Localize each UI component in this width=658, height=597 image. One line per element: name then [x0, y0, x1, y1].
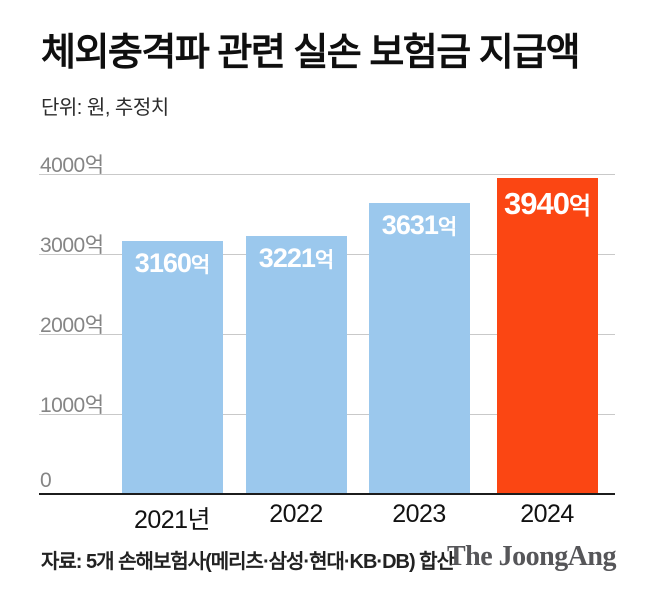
bar-value-label: 3631억 — [381, 210, 457, 241]
y-tick-label: 2000억 — [40, 313, 104, 337]
y-tick-label: 0 — [40, 468, 52, 492]
joongang-logo: The JoongAng — [446, 541, 617, 572]
bar-value-label: 3221억 — [258, 242, 334, 273]
x-axis-label: 2022 — [269, 499, 323, 528]
x-axis-label: 2023 — [392, 499, 446, 528]
unit-note: 단위: 원, 추정치 — [41, 97, 169, 119]
x-axis-label: 2024 — [520, 499, 574, 528]
y-tick-label: 4000억 — [40, 153, 104, 177]
gridline — [39, 173, 615, 175]
x-axis-line — [39, 492, 615, 495]
y-tick-label: 3000억 — [40, 233, 104, 257]
y-tick-label: 1000억 — [40, 393, 104, 417]
chart-title: 체외충격파 관련 실손 보험금 지급액 — [41, 32, 581, 74]
x-axis-label: 2021년 — [133, 505, 211, 534]
bar-value-label: 3940억 — [503, 186, 591, 222]
bar-2021년: 3160억 — [121, 240, 223, 494]
bar-value-label: 3160억 — [134, 247, 210, 278]
bar-2022: 3221억 — [245, 235, 347, 494]
source-note: 자료: 5개 손해보험사(메리츠·삼성·현대·KB·DB) 합산 — [41, 551, 455, 573]
bar-2023: 3631억 — [368, 203, 470, 494]
bar-2024: 3940억 — [496, 178, 598, 494]
